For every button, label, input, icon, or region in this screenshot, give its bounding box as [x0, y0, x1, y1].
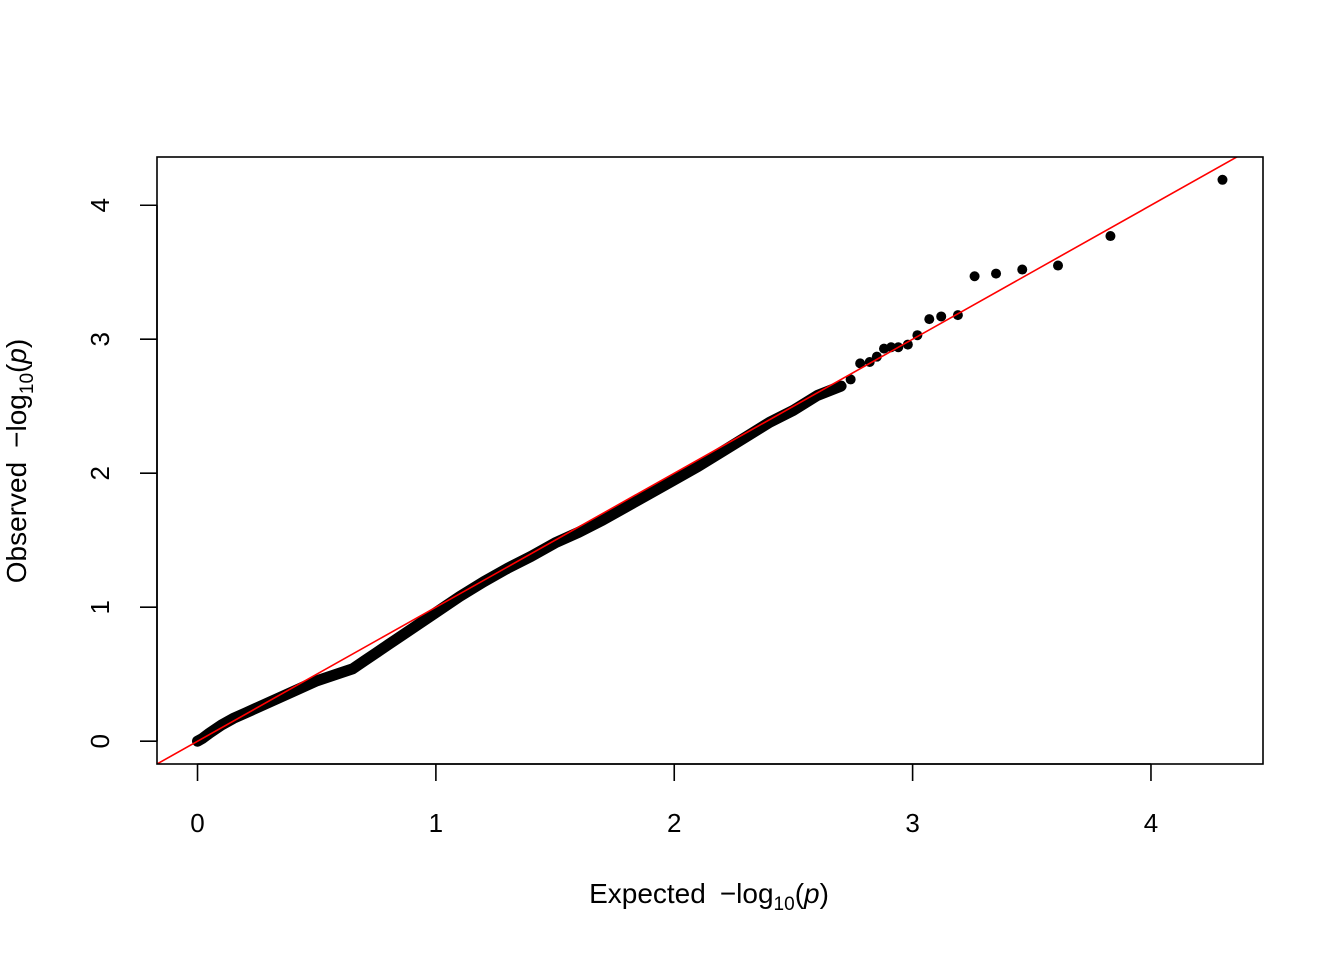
data-point: [1017, 264, 1028, 275]
y-axis: 0 1 2 3 4: [85, 198, 158, 748]
x-tick-label: 4: [1144, 808, 1158, 838]
data-point: [936, 311, 947, 322]
x-tick-label: 0: [190, 808, 204, 838]
data-points: [192, 174, 1228, 747]
data-point: [924, 314, 935, 325]
data-point: [871, 351, 882, 362]
data-point: [845, 374, 856, 385]
dense-points-band: [192, 380, 847, 747]
y-tick-label: 4: [85, 198, 115, 212]
reference-line: [157, 157, 1239, 764]
data-point: [1217, 174, 1228, 185]
data-point: [1053, 260, 1064, 271]
x-axis: 0 1 2 3 4: [190, 763, 1158, 838]
y-axis-title: Observed−log10(p): [1, 339, 38, 584]
data-point: [902, 339, 913, 350]
y-tick-label: 2: [85, 466, 115, 480]
x-tick-label: 1: [429, 808, 443, 838]
data-point: [969, 271, 980, 282]
data-point: [991, 268, 1002, 279]
x-tick-label: 3: [905, 808, 919, 838]
y-tick-label: 1: [85, 600, 115, 614]
x-axis-title: Expected −log10(p): [589, 878, 829, 915]
x-tick-label: 2: [667, 808, 681, 838]
data-point: [855, 358, 866, 369]
data-point: [1105, 231, 1116, 242]
y-tick-label: 3: [85, 332, 115, 346]
y-tick-label: 0: [85, 734, 115, 748]
